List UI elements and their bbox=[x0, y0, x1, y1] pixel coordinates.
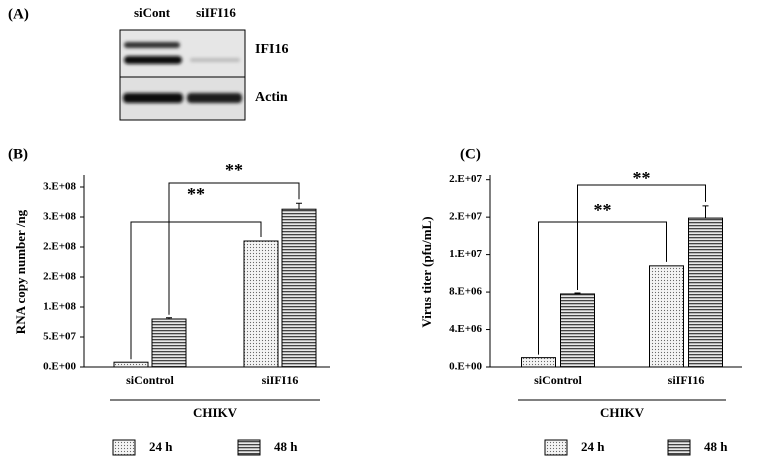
y-tick-label: 5.E+07 bbox=[43, 331, 76, 343]
y-tick-label: 3.E+08 bbox=[43, 211, 76, 223]
x-tick-label: siControl bbox=[126, 373, 174, 387]
legend-swatch bbox=[112, 439, 136, 456]
y-tick-label: 1.E+08 bbox=[43, 301, 76, 313]
significance-bracket bbox=[538, 221, 667, 355]
bar bbox=[521, 357, 556, 368]
bar bbox=[649, 265, 684, 368]
blot-frame bbox=[119, 29, 246, 78]
significance-bracket bbox=[130, 221, 262, 360]
x-tick-label: siControl bbox=[534, 373, 582, 387]
legend-label: 48 h bbox=[704, 439, 728, 454]
legend-swatch bbox=[667, 439, 691, 456]
x-tick-label: siIFI16 bbox=[262, 373, 299, 387]
error-bar bbox=[574, 292, 581, 294]
y-tick-label: 2.E+08 bbox=[43, 271, 76, 283]
y-tick-label: 8.E+06 bbox=[449, 286, 482, 298]
significance-label: ** bbox=[633, 168, 651, 188]
significance-label: ** bbox=[594, 200, 612, 220]
bar bbox=[560, 293, 595, 368]
significance-label: ** bbox=[187, 184, 205, 204]
significance-label: ** bbox=[225, 160, 243, 180]
significance-bracket bbox=[577, 184, 706, 291]
panel-label: (C) bbox=[460, 146, 481, 162]
x-axis-title: CHIKV bbox=[600, 405, 645, 420]
band-label: Actin bbox=[255, 90, 288, 105]
y-tick-label: 2.E+08 bbox=[43, 241, 76, 253]
y-axis-title: RNA copy number /ng bbox=[13, 209, 28, 334]
panel-label: (B) bbox=[8, 146, 28, 162]
lane-label: siIFI16 bbox=[196, 5, 236, 20]
error-bar bbox=[702, 205, 709, 219]
y-axis-title: Virus titer (pfu/mL) bbox=[419, 216, 434, 327]
y-tick-label: 2.E+07 bbox=[449, 173, 482, 185]
legend-label: 24 h bbox=[581, 439, 605, 454]
blot-bands bbox=[123, 42, 242, 103]
y-tick-label: 3.E+08 bbox=[43, 181, 76, 193]
error-bar bbox=[166, 317, 172, 319]
error-bar bbox=[296, 202, 302, 210]
bar bbox=[151, 318, 187, 368]
panel-label: (A) bbox=[8, 6, 29, 22]
y-tick-label: 1.E+07 bbox=[449, 248, 482, 260]
legend-label: 24 h bbox=[149, 439, 173, 454]
bar bbox=[243, 240, 279, 368]
significance-bracket bbox=[168, 182, 300, 315]
legend-label: 48 h bbox=[274, 439, 298, 454]
y-tick-label: 2.E+07 bbox=[449, 211, 482, 223]
y-tick-label: 0.E+00 bbox=[449, 361, 482, 373]
legend-swatch bbox=[544, 439, 568, 456]
bar bbox=[113, 361, 149, 368]
y-tick-label: 4.E+06 bbox=[449, 323, 482, 335]
y-tick-label: 0.E+00 bbox=[43, 361, 76, 373]
x-axis-title: CHIKV bbox=[193, 405, 238, 420]
bar bbox=[688, 217, 723, 368]
bar bbox=[281, 208, 317, 368]
band-label: IFI16 bbox=[255, 42, 288, 57]
x-tick-label: siIFI16 bbox=[668, 373, 705, 387]
legend-swatch bbox=[237, 439, 261, 456]
panel-a: (A) siCont siIFI16 IFI16 Actin bbox=[8, 5, 288, 121]
lane-label: siCont bbox=[134, 5, 171, 20]
